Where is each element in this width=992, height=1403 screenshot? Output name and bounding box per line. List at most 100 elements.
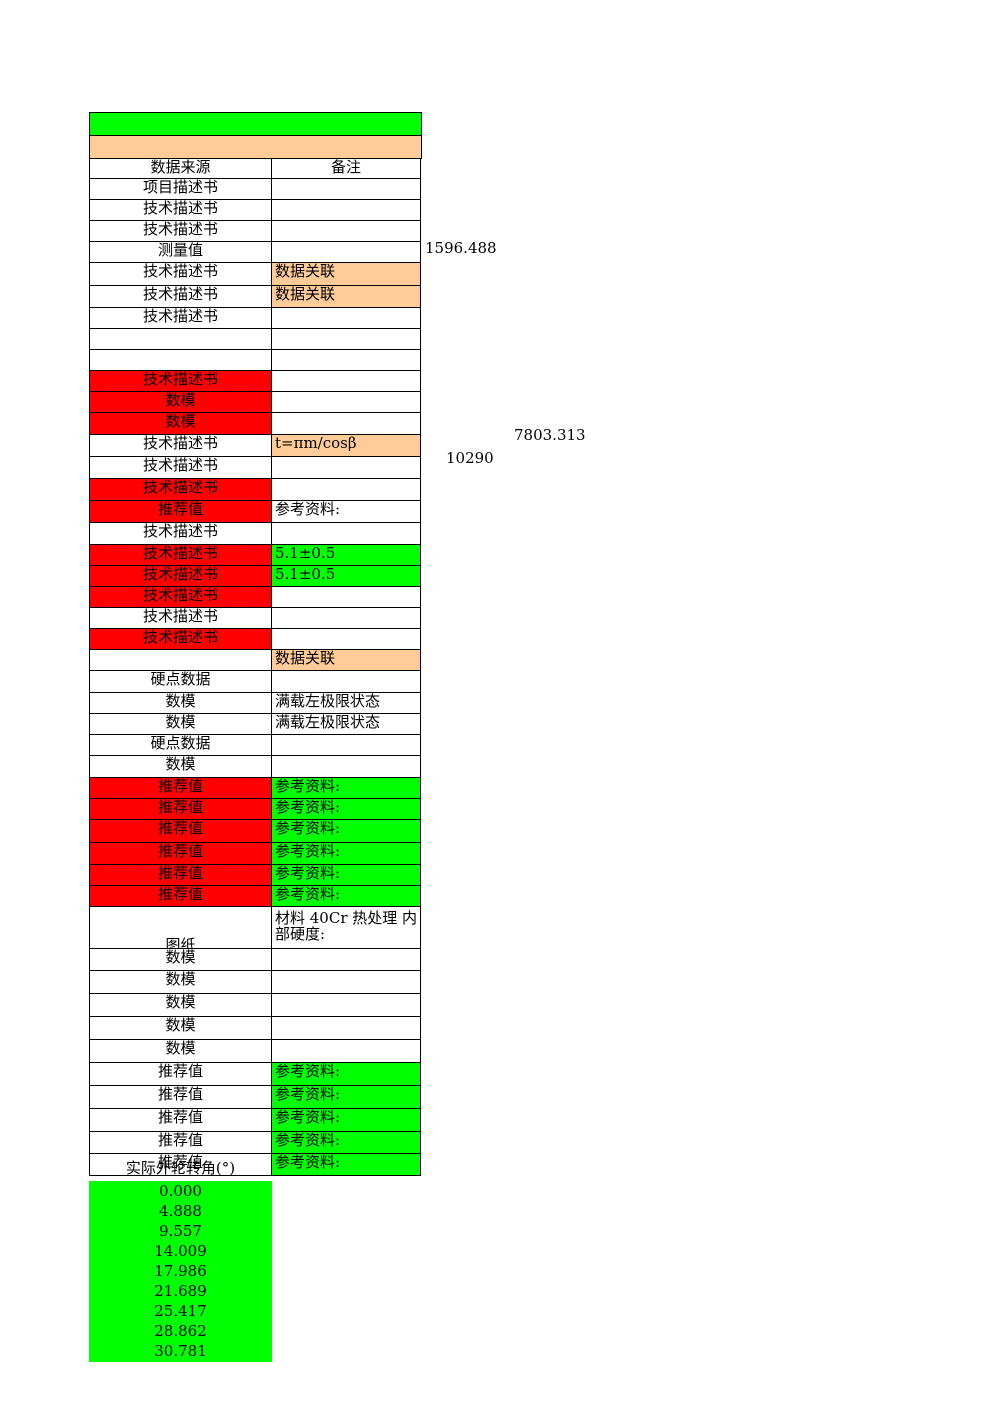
- source-cell[interactable]: 数模: [89, 970, 272, 994]
- remark-cell[interactable]: 数据关联: [271, 649, 421, 671]
- remark-cell[interactable]: [271, 241, 421, 263]
- remark-cell[interactable]: [271, 1039, 421, 1063]
- source-cell[interactable]: 数模: [89, 993, 272, 1017]
- source-cell[interactable]: 推荐值: [89, 777, 272, 799]
- source-cell[interactable]: 技术描述书: [89, 607, 272, 629]
- remark-cell[interactable]: [271, 391, 421, 413]
- source-cell[interactable]: 推荐值: [89, 798, 272, 820]
- source-cell[interactable]: 推荐值: [89, 1062, 272, 1086]
- source-cell[interactable]: 数模: [89, 948, 272, 971]
- remark-cell[interactable]: [271, 970, 421, 994]
- remark-cell[interactable]: [271, 586, 421, 608]
- header-data-source[interactable]: 数据来源: [89, 158, 272, 179]
- wheel-angle-value[interactable]: 28.862: [154, 1322, 207, 1340]
- remark-cell[interactable]: 参考资料:: [271, 1131, 421, 1154]
- remark-cell[interactable]: [271, 456, 421, 479]
- remark-cell[interactable]: 材料 40Cr 热处理 内部硬度:: [271, 906, 421, 949]
- source-cell[interactable]: 技术描述书: [89, 370, 272, 392]
- remark-cell[interactable]: 参考资料:: [271, 819, 421, 843]
- source-cell[interactable]: 技术描述书: [89, 586, 272, 608]
- source-cell[interactable]: 推荐值: [89, 1108, 272, 1132]
- source-cell[interactable]: 数模: [89, 713, 272, 735]
- wheel-angle-value[interactable]: 17.986: [154, 1262, 207, 1280]
- wheel-angle-value[interactable]: 21.689: [154, 1282, 207, 1300]
- remark-cell[interactable]: [271, 993, 421, 1017]
- header-remarks[interactable]: 备注: [271, 158, 421, 179]
- source-cell[interactable]: 项目描述书: [89, 178, 272, 200]
- wheel-angle-value[interactable]: 9.557: [159, 1222, 202, 1240]
- green-title-bar[interactable]: [89, 112, 422, 136]
- remark-cell[interactable]: [271, 670, 421, 693]
- source-cell[interactable]: 技术描述书: [89, 220, 272, 242]
- remark-cell[interactable]: [271, 412, 421, 435]
- remark-cell[interactable]: [271, 478, 421, 501]
- remark-cell[interactable]: 参考资料:: [271, 842, 421, 865]
- remark-cell[interactable]: 参考资料:: [271, 777, 421, 799]
- remark-cell[interactable]: 参考资料:: [271, 885, 421, 907]
- remark-cell[interactable]: [271, 522, 421, 545]
- source-cell[interactable]: 推荐值: [89, 500, 272, 523]
- orange-section-bar[interactable]: [89, 135, 422, 159]
- remark-cell[interactable]: [271, 178, 421, 200]
- source-cell[interactable]: 图纸: [89, 906, 272, 949]
- remark-cell[interactable]: 满载左极限状态: [271, 713, 421, 735]
- remark-cell[interactable]: [271, 948, 421, 971]
- remark-cell[interactable]: 参考资料:: [271, 864, 421, 886]
- wheel-angle-value[interactable]: 25.417: [154, 1302, 207, 1320]
- remark-cell[interactable]: [271, 755, 421, 778]
- source-cell[interactable]: 技术描述书: [89, 478, 272, 501]
- source-cell[interactable]: 数模: [89, 1039, 272, 1063]
- remark-cell[interactable]: [271, 734, 421, 756]
- remark-cell[interactable]: 参考资料:: [271, 1085, 421, 1109]
- remark-cell[interactable]: t=πm/cosβ: [271, 434, 421, 457]
- source-cell[interactable]: 数模: [89, 412, 272, 435]
- source-cell[interactable]: 数模: [89, 755, 272, 778]
- source-cell[interactable]: 技术描述书: [89, 456, 272, 479]
- source-cell[interactable]: 技术描述书: [89, 285, 272, 308]
- source-cell[interactable]: 推荐值: [89, 864, 272, 886]
- remark-cell[interactable]: 5.1±0.5: [271, 565, 421, 587]
- source-cell[interactable]: 技术描述书: [89, 307, 272, 329]
- wheel-angle-value[interactable]: 0.000: [159, 1182, 202, 1200]
- remark-cell[interactable]: 参考资料:: [271, 1153, 421, 1176]
- source-cell[interactable]: 硬点数据: [89, 670, 272, 693]
- source-cell[interactable]: 推荐值: [89, 842, 272, 865]
- remark-cell[interactable]: 数据关联: [271, 262, 421, 286]
- source-cell[interactable]: [89, 328, 272, 350]
- remark-cell[interactable]: 5.1±0.5: [271, 544, 421, 566]
- source-cell[interactable]: 推荐值: [89, 819, 272, 843]
- remark-cell[interactable]: [271, 1016, 421, 1040]
- remark-cell[interactable]: 参考资料:: [271, 1062, 421, 1086]
- source-cell[interactable]: 数模: [89, 692, 272, 714]
- wheel-angle-value[interactable]: 14.009: [154, 1242, 207, 1260]
- remark-cell[interactable]: [271, 349, 421, 371]
- source-cell[interactable]: 推荐值: [89, 1131, 272, 1154]
- remark-cell[interactable]: [271, 328, 421, 350]
- remark-cell[interactable]: [271, 199, 421, 221]
- source-cell[interactable]: 推荐值: [89, 885, 272, 907]
- source-cell[interactable]: 测量值: [89, 241, 272, 263]
- source-cell[interactable]: 推荐值: [89, 1085, 272, 1109]
- source-cell[interactable]: 技术描述书: [89, 199, 272, 221]
- source-cell[interactable]: [89, 649, 272, 671]
- remark-cell[interactable]: [271, 307, 421, 329]
- remark-cell[interactable]: [271, 370, 421, 392]
- source-cell[interactable]: 技术描述书: [89, 522, 272, 545]
- remark-cell[interactable]: 参考资料:: [271, 798, 421, 820]
- remark-cell[interactable]: [271, 607, 421, 629]
- source-cell[interactable]: [89, 349, 272, 371]
- source-cell[interactable]: 技术描述书: [89, 434, 272, 457]
- source-cell[interactable]: 技术描述书: [89, 628, 272, 650]
- wheel-angle-value[interactable]: 4.888: [159, 1202, 202, 1220]
- source-cell[interactable]: 技术描述书: [89, 565, 272, 587]
- wheel-angle-value[interactable]: 30.781: [154, 1342, 207, 1360]
- remark-cell[interactable]: 参考资料:: [271, 1108, 421, 1132]
- source-cell[interactable]: 技术描述书: [89, 262, 272, 286]
- remark-cell[interactable]: 参考资料:: [271, 500, 421, 523]
- remark-cell[interactable]: 满载左极限状态: [271, 692, 421, 714]
- remark-cell[interactable]: [271, 220, 421, 242]
- source-cell[interactable]: 硬点数据: [89, 734, 272, 756]
- source-cell[interactable]: 数模: [89, 1016, 272, 1040]
- remark-cell[interactable]: [271, 628, 421, 650]
- remark-cell[interactable]: 数据关联: [271, 285, 421, 308]
